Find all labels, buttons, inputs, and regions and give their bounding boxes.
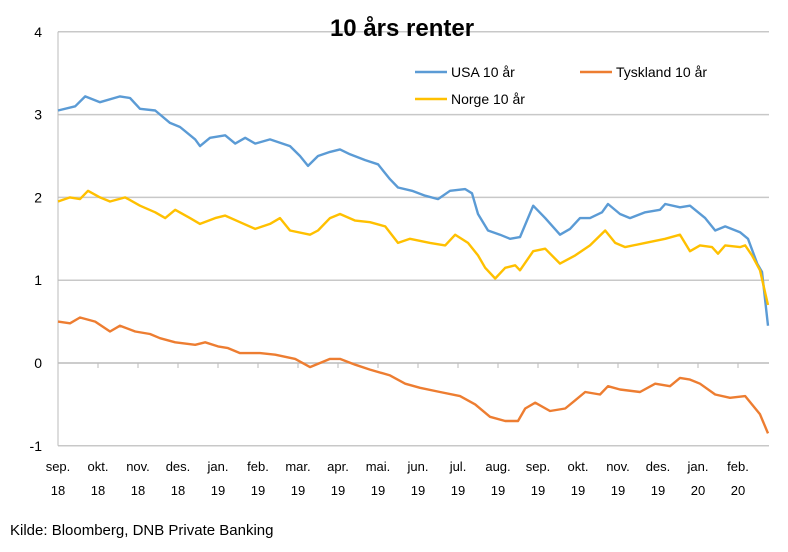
x-tick-label-year: 19 [411,483,425,498]
x-tick-label-year: 19 [451,483,465,498]
x-tick-label-year: 19 [291,483,305,498]
x-tick-label-month: feb. [727,459,749,474]
series-line-usa [57,95,770,326]
x-tick-label-month: mar. [285,459,310,474]
x-tick-label-year: 18 [51,483,65,498]
x-tick-label-month: okt. [88,459,109,474]
x-tick-label-month: jul. [449,459,467,474]
y-tick-label: 2 [34,189,42,205]
x-tick-label-month: nov. [606,459,630,474]
axes: -1 0 1 2 3 4 sep. 18 okt. 18 nov. 18 des. 18 jan. 19 feb… [30,24,769,498]
x-tick-label-year: 19 [491,483,505,498]
x-tick-label-month: jun. [407,459,429,474]
x-tick-label-year: 19 [531,483,545,498]
x-tick-label-month: mai. [366,459,391,474]
y-tick-label: 1 [34,272,42,288]
x-tick-label-year: 19 [251,483,265,498]
chart-title: 10 års renter [330,15,474,42]
x-tick-label-month: okt. [568,459,589,474]
series-line-norge [57,189,770,306]
x-tick-label-month: des. [166,459,191,474]
x-tick-label-year: 19 [211,483,225,498]
x-tick-label-month: nov. [126,459,150,474]
x-tick-label-month: jan. [207,459,229,474]
x-tick-label-month: apr. [327,459,349,474]
x-tick-label-year: 18 [171,483,185,498]
x-tick-label-year: 20 [731,483,745,498]
x-tick-label-month: aug. [485,459,510,474]
x-tick-label-month: sep. [526,459,551,474]
series-lines [57,95,770,434]
x-tick-label-year: 19 [371,483,385,498]
series-line-tyskland [57,316,770,434]
x-tick-label-year: 19 [651,483,665,498]
legend-label: USA 10 år [451,64,515,80]
x-tick-label-year: 20 [691,483,705,498]
gridlines [58,31,769,447]
x-tick-label-month: jan. [687,459,709,474]
x-tick-label-year: 18 [91,483,105,498]
legend: USA 10 år Tyskland 10 år Norge 10 år [415,64,707,107]
y-tick-label: 4 [34,24,42,40]
legend-label: Tyskland 10 år [616,64,707,80]
x-tick-label-month: sep. [46,459,71,474]
x-tick-label-month: des. [646,459,671,474]
x-tick-label-month: feb. [247,459,269,474]
legend-label: Norge 10 år [451,91,525,107]
source-note: Kilde: Bloomberg, DNB Private Banking [10,522,274,539]
y-tick-label: 3 [34,107,42,123]
y-tick-label: -1 [30,438,43,454]
x-tick-label-year: 19 [611,483,625,498]
x-tick-label-year: 19 [331,483,345,498]
x-tick-label-year: 19 [571,483,585,498]
y-tick-label: 0 [34,355,42,371]
x-tick-label-year: 18 [131,483,145,498]
